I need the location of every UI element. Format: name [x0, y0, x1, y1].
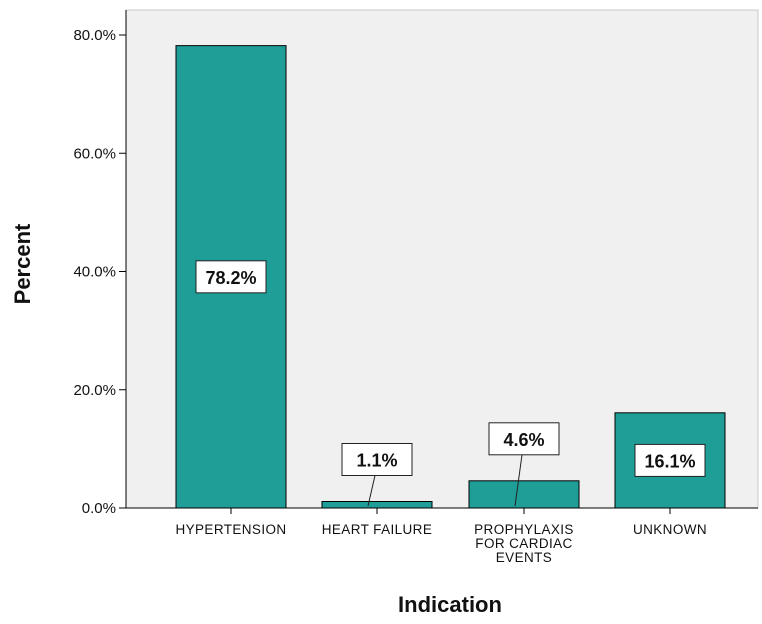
x-tick-label: HEART FAILURE	[322, 522, 432, 537]
y-tick-label: 20.0%	[73, 382, 116, 399]
data-label: 4.6%	[503, 430, 544, 450]
y-tick-label: 60.0%	[73, 145, 116, 162]
data-label: 16.1%	[644, 451, 695, 471]
axes-layer: 0.0% 20.0% 40.0% 60.0% 80.0% HYPERTENSION HEAR…	[73, 10, 758, 565]
data-labels-layer: 78.2% 1.1% 4.6% 16.1%	[195, 260, 706, 507]
x-axis-title: Indication	[398, 592, 502, 617]
y-tick-label: 0.0%	[82, 500, 116, 517]
data-label: 1.1%	[356, 450, 397, 470]
data-label: 78.2%	[205, 268, 256, 288]
bar	[321, 500, 433, 509]
y-tick-label: 80.0%	[73, 27, 116, 44]
data-label-box	[488, 422, 560, 456]
y-tick-label: 40.0%	[73, 264, 116, 281]
data-label-leader	[367, 475, 376, 507]
data-label-box	[634, 443, 706, 477]
bar	[468, 480, 580, 509]
x-tick-label: HYPERTENSION	[175, 522, 286, 537]
data-label-box	[195, 260, 267, 294]
data-label-leader	[514, 454, 523, 507]
x-tick-label: PROPHYLAXIS FOR CARDIAC EVENTS	[474, 522, 574, 565]
data-label-box	[341, 442, 413, 476]
bars-layer	[175, 45, 726, 509]
y-axis-title: Percent	[10, 223, 35, 304]
x-tick-label: UNKNOWN	[633, 522, 707, 537]
